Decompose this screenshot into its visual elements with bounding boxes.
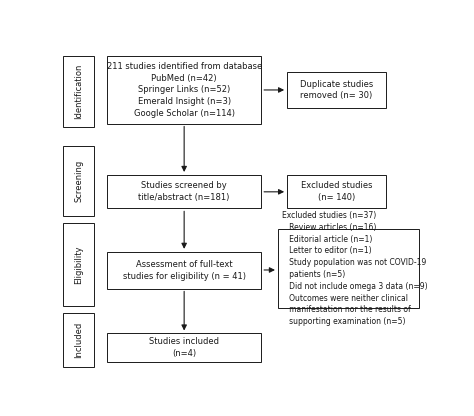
- Text: Studies screened by
title/abstract (n=181): Studies screened by title/abstract (n=18…: [138, 181, 230, 202]
- FancyBboxPatch shape: [63, 223, 94, 306]
- FancyBboxPatch shape: [107, 56, 261, 124]
- FancyBboxPatch shape: [63, 56, 94, 127]
- Text: Excluded studies (n=37)
   Review articles (n=16)
   Editorial article (n=1)
   : Excluded studies (n=37) Review articles …: [282, 211, 428, 326]
- FancyBboxPatch shape: [287, 72, 386, 108]
- FancyBboxPatch shape: [287, 175, 386, 208]
- FancyBboxPatch shape: [63, 146, 94, 216]
- Text: Duplicate studies
removed (n= 30): Duplicate studies removed (n= 30): [300, 79, 373, 100]
- Text: Excluded studies
(n= 140): Excluded studies (n= 140): [301, 181, 373, 202]
- Text: Included: Included: [74, 322, 83, 358]
- FancyBboxPatch shape: [107, 175, 261, 208]
- Text: Eligibility: Eligibility: [74, 245, 83, 284]
- Text: Studies included
(n=4): Studies included (n=4): [149, 337, 219, 358]
- FancyBboxPatch shape: [278, 229, 419, 308]
- FancyBboxPatch shape: [107, 252, 261, 289]
- FancyBboxPatch shape: [107, 333, 261, 362]
- Text: 211 studies identified from database
PubMed (n=42)
Springer Links (n=52)
Emerald: 211 studies identified from database Pub…: [107, 62, 262, 118]
- Text: Assessment of full-text
studies for eligibility (n = 41): Assessment of full-text studies for elig…: [123, 260, 246, 280]
- Text: Identification: Identification: [74, 64, 83, 119]
- FancyBboxPatch shape: [63, 312, 94, 367]
- Text: Screening: Screening: [74, 160, 83, 202]
